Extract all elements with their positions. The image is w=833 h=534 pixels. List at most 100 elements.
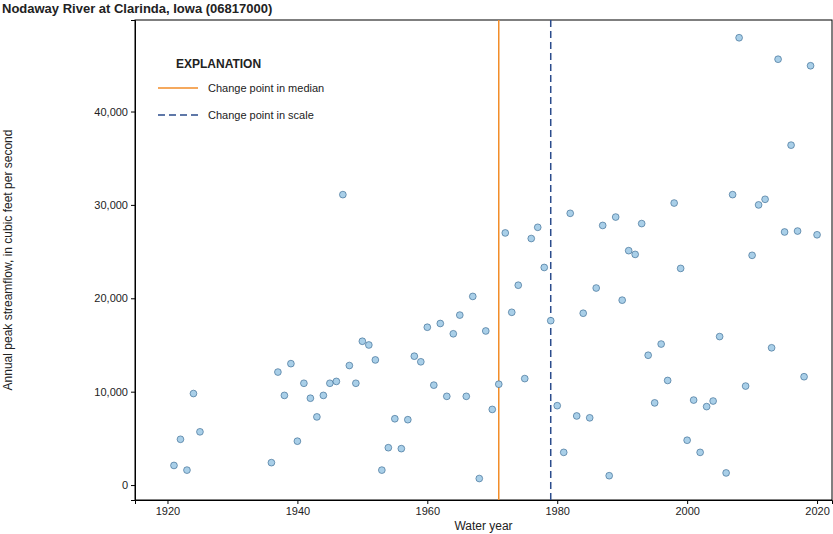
data-point xyxy=(612,214,619,221)
x-tick-mark xyxy=(167,500,168,504)
data-point xyxy=(697,449,704,456)
data-point xyxy=(502,230,509,237)
x-axis-line xyxy=(136,501,833,505)
x-axis-title: Water year xyxy=(454,519,512,533)
data-point xyxy=(541,264,548,271)
y-tick-label: 20,000 xyxy=(94,292,128,304)
data-point xyxy=(424,324,431,331)
data-point xyxy=(515,282,522,289)
data-point xyxy=(411,353,418,360)
data-point xyxy=(794,228,801,235)
y-tick: 40,000 xyxy=(94,106,135,118)
x-tick-label: 2000 xyxy=(675,505,699,517)
y-tick-mark xyxy=(131,298,135,299)
plot-frame xyxy=(135,20,832,500)
data-point xyxy=(762,196,769,203)
data-point xyxy=(404,416,411,423)
y-tick: 10,000 xyxy=(94,386,135,398)
data-point xyxy=(469,293,476,300)
legend-label: Change point in scale xyxy=(208,109,314,121)
data-point xyxy=(437,320,444,327)
data-point xyxy=(755,202,762,209)
x-tick-label: 2020 xyxy=(805,505,829,517)
data-point xyxy=(301,380,308,387)
data-point xyxy=(658,341,665,348)
data-point xyxy=(775,56,782,63)
x-tick-mark xyxy=(817,500,818,504)
data-point xyxy=(320,392,327,399)
x-tick-label: 1920 xyxy=(156,505,180,517)
data-point xyxy=(307,395,314,402)
data-point xyxy=(599,222,606,229)
data-point xyxy=(443,393,450,400)
data-point xyxy=(417,358,424,365)
x-tick: 2000 xyxy=(675,500,699,517)
data-point xyxy=(788,142,795,149)
title: Nodaway River at Clarinda, Iowa (0681700… xyxy=(2,1,272,16)
data-point xyxy=(781,229,788,236)
data-point xyxy=(586,414,593,421)
x-tick: 1960 xyxy=(416,500,440,517)
x-tick-label: 1980 xyxy=(545,505,569,517)
data-point xyxy=(814,231,821,238)
data-point xyxy=(372,357,379,364)
x-tick-label: 1960 xyxy=(416,505,440,517)
data-point xyxy=(275,369,282,376)
data-point xyxy=(281,392,288,399)
data-point xyxy=(560,449,567,456)
data-point xyxy=(197,428,204,435)
data-point xyxy=(716,333,723,340)
data-point xyxy=(385,444,392,451)
data-point xyxy=(690,397,697,404)
data-point xyxy=(294,438,301,445)
data-point xyxy=(288,360,295,367)
data-point xyxy=(619,297,626,304)
data-point xyxy=(365,342,372,349)
data-point xyxy=(508,309,515,316)
x-tick: 1940 xyxy=(286,500,310,517)
data-point xyxy=(580,310,587,317)
legend-label: Change point in median xyxy=(208,82,324,94)
data-point xyxy=(729,191,736,198)
x-tick: 2020 xyxy=(805,500,829,517)
data-point xyxy=(391,415,398,422)
data-point xyxy=(450,330,457,337)
data-point xyxy=(528,235,535,242)
x-tick-mark xyxy=(557,500,558,504)
data-point xyxy=(684,437,691,444)
data-point xyxy=(567,210,574,217)
x-tick-mark xyxy=(427,500,428,504)
y-tick: 0 xyxy=(122,479,135,491)
data-point xyxy=(645,352,652,359)
data-point xyxy=(495,381,502,388)
data-point xyxy=(398,445,405,452)
data-point xyxy=(326,380,333,387)
data-point xyxy=(554,402,561,409)
data-point xyxy=(651,399,658,406)
y-tick-mark xyxy=(131,205,135,206)
data-point xyxy=(632,251,639,258)
y-tick-label: 0 xyxy=(122,479,128,491)
x-tick-label: 1940 xyxy=(286,505,310,517)
data-point xyxy=(313,414,320,421)
data-point xyxy=(521,375,528,382)
data-point xyxy=(456,312,463,319)
y-tick: 20,000 xyxy=(94,292,135,304)
data-point xyxy=(749,252,756,259)
data-point xyxy=(742,383,749,390)
data-point xyxy=(352,380,359,387)
data-point xyxy=(677,265,684,272)
data-point xyxy=(671,200,678,207)
change-point-line xyxy=(550,20,552,500)
data-point xyxy=(430,382,437,389)
data-point xyxy=(184,467,191,474)
data-point xyxy=(807,62,814,69)
data-point xyxy=(268,459,275,466)
data-point xyxy=(346,362,353,369)
data-point xyxy=(359,338,366,345)
data-point xyxy=(736,34,743,41)
y-tick-mark xyxy=(131,392,135,393)
x-axis: 1920 1940 1960 1980 2000 2020 xyxy=(136,500,833,517)
y-axis: 010,00020,00030,00040,000 xyxy=(94,21,135,501)
data-point xyxy=(378,467,385,474)
